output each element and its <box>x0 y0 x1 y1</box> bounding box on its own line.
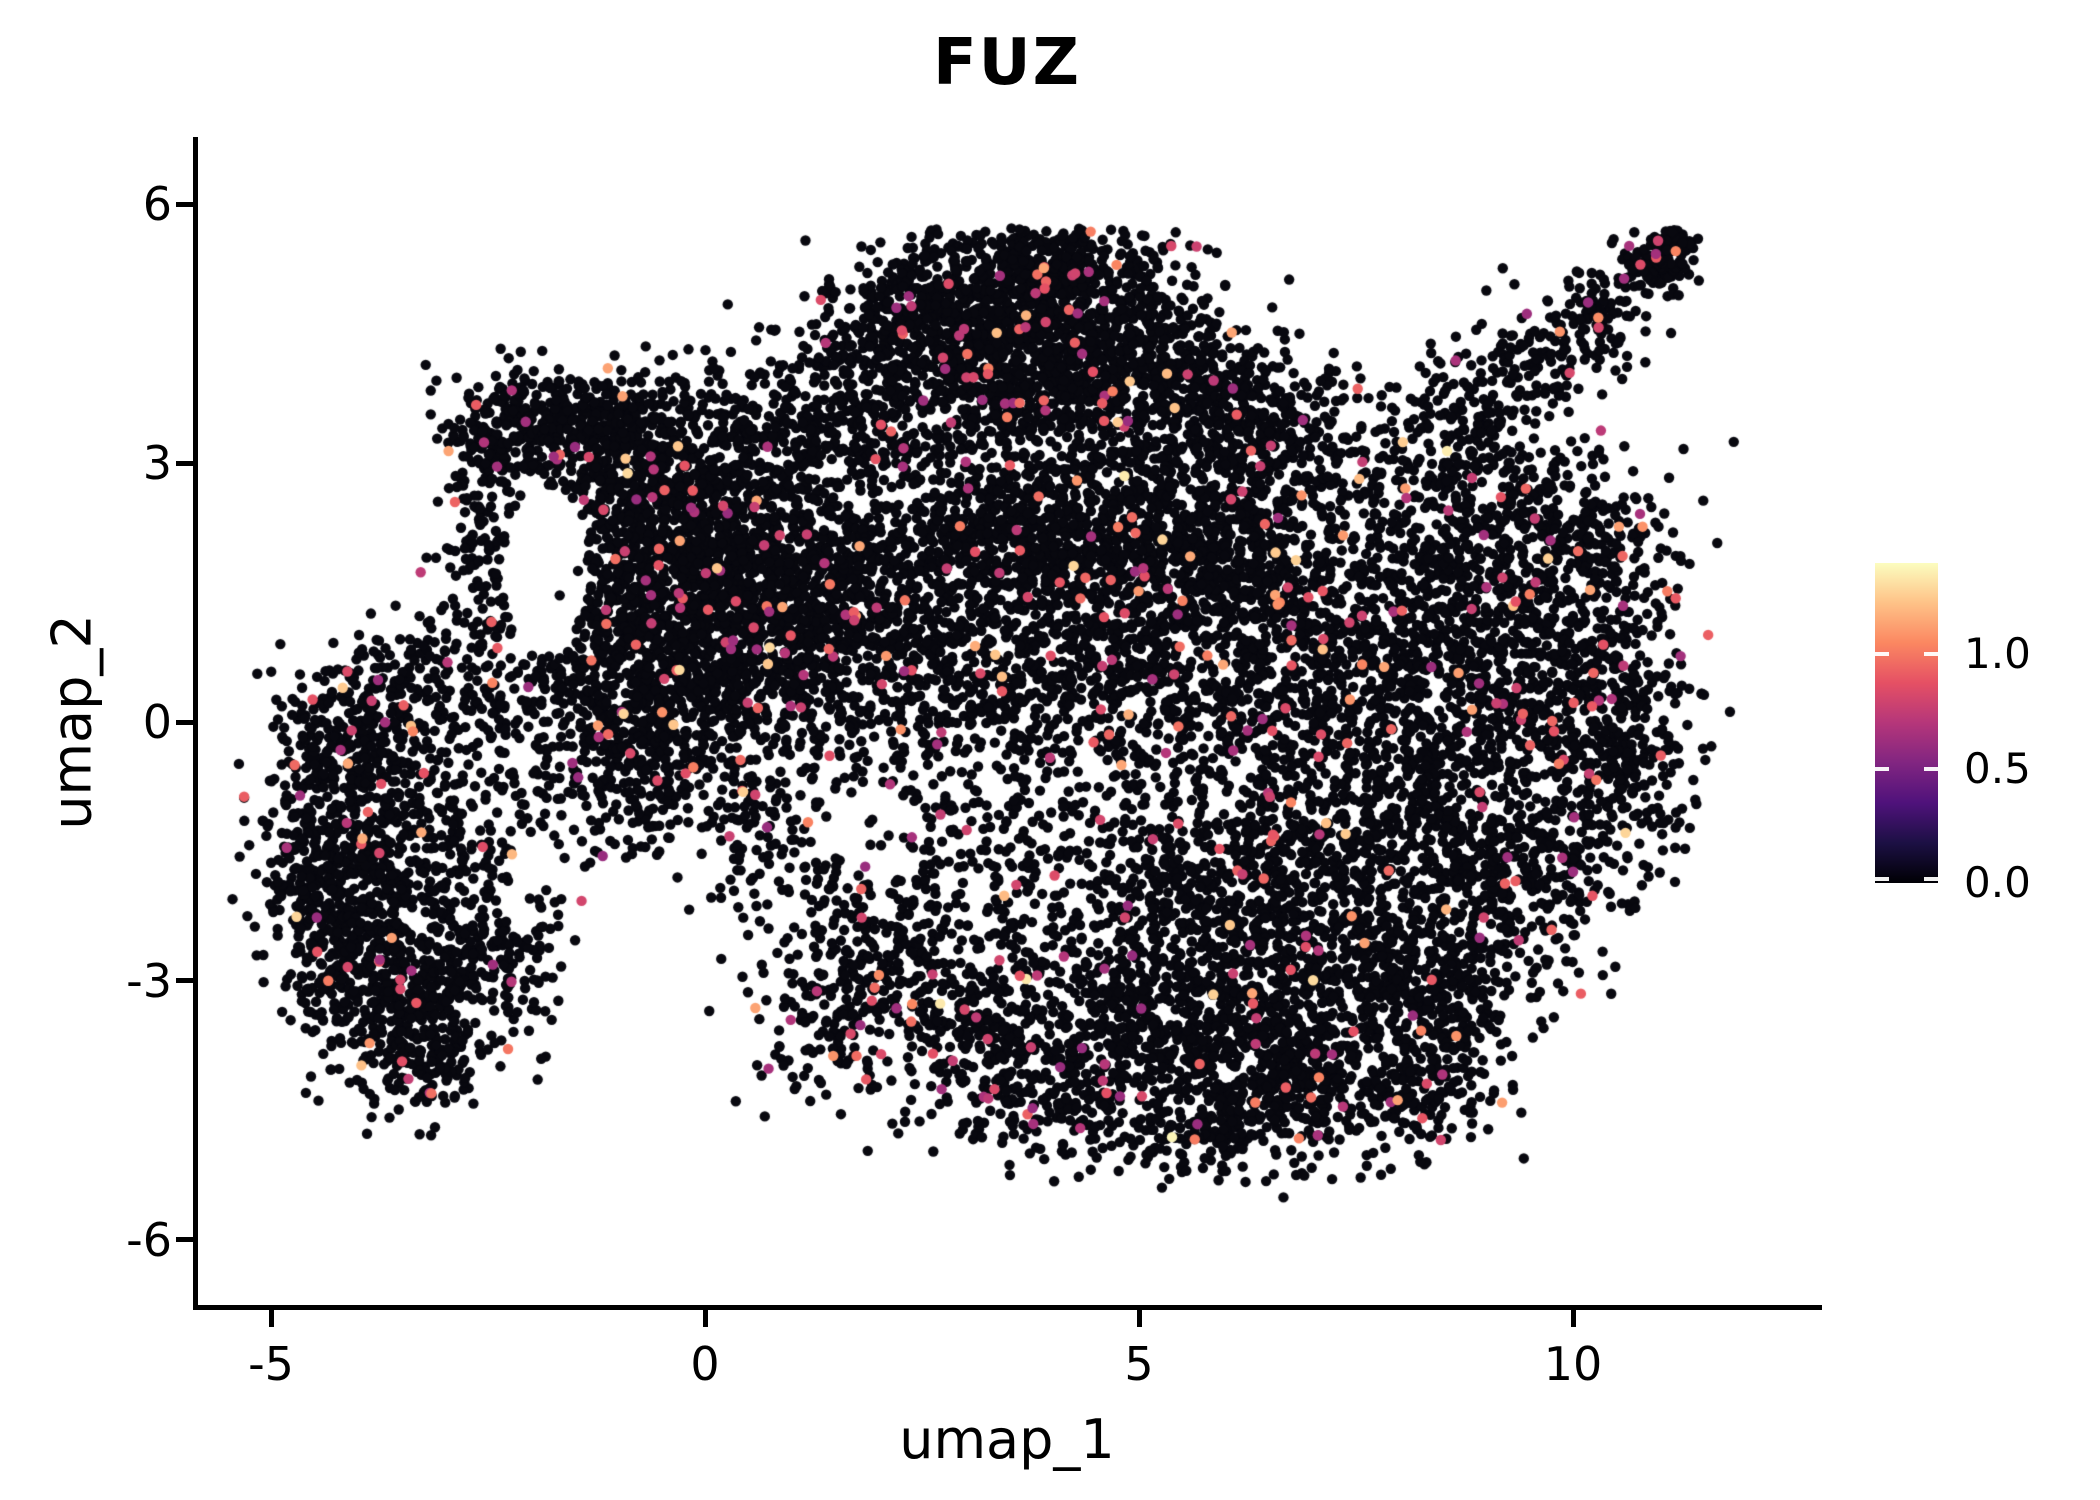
x-tick-mark <box>702 1310 708 1327</box>
colorbar-tick-mark <box>1875 877 1889 881</box>
x-axis-label: umap_1 <box>899 1408 1115 1471</box>
y-tick-label: 0 <box>142 695 172 749</box>
y-axis-label: umap_2 <box>40 614 104 830</box>
y-tick-label: -6 <box>126 1212 172 1267</box>
y-tick-label: 6 <box>142 177 172 232</box>
colorbar-gradient <box>1875 563 1938 883</box>
x-tick-mark <box>268 1310 274 1327</box>
y-tick-mark <box>176 460 193 466</box>
x-axis-line <box>193 1305 1822 1310</box>
y-tick-mark <box>176 978 193 984</box>
x-tick-label: -5 <box>248 1337 294 1391</box>
x-tick-label: 10 <box>1543 1337 1603 1391</box>
y-tick-mark <box>176 1237 193 1243</box>
y-tick-label: 3 <box>142 436 172 491</box>
y-tick-label: -3 <box>126 953 172 1008</box>
y-axis-line <box>193 137 198 1310</box>
x-tick-mark <box>1570 1310 1576 1327</box>
colorbar-tick-mark <box>1875 652 1889 657</box>
colorbar-tick-label: 0.0 <box>1964 858 2031 907</box>
y-tick-mark <box>176 719 193 725</box>
y-tick-mark <box>176 201 193 207</box>
colorbar-tick-mark <box>1924 766 1938 771</box>
colorbar-tick-label: 0.5 <box>1964 743 2031 793</box>
x-tick-label: 0 <box>690 1337 720 1391</box>
colorbar-tick-label: 1.0 <box>1964 629 2031 679</box>
colorbar-tick-mark <box>1924 877 1938 881</box>
x-tick-label: 5 <box>1124 1337 1154 1391</box>
x-tick-mark <box>1136 1310 1142 1327</box>
colorbar-tick-mark <box>1924 652 1938 657</box>
colorbar-tick-mark <box>1875 766 1889 771</box>
